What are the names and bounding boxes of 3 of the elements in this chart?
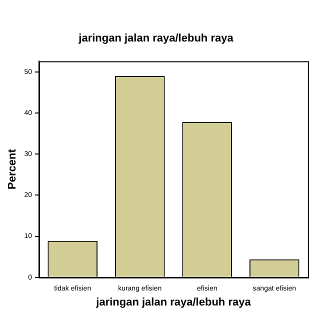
x-axis-title: jaringan jalan raya/lebuh raya (95, 296, 252, 308)
chart-title: jaringan jalan raya/lebuh raya (78, 32, 234, 45)
y-axis-title: Percent (6, 148, 19, 190)
